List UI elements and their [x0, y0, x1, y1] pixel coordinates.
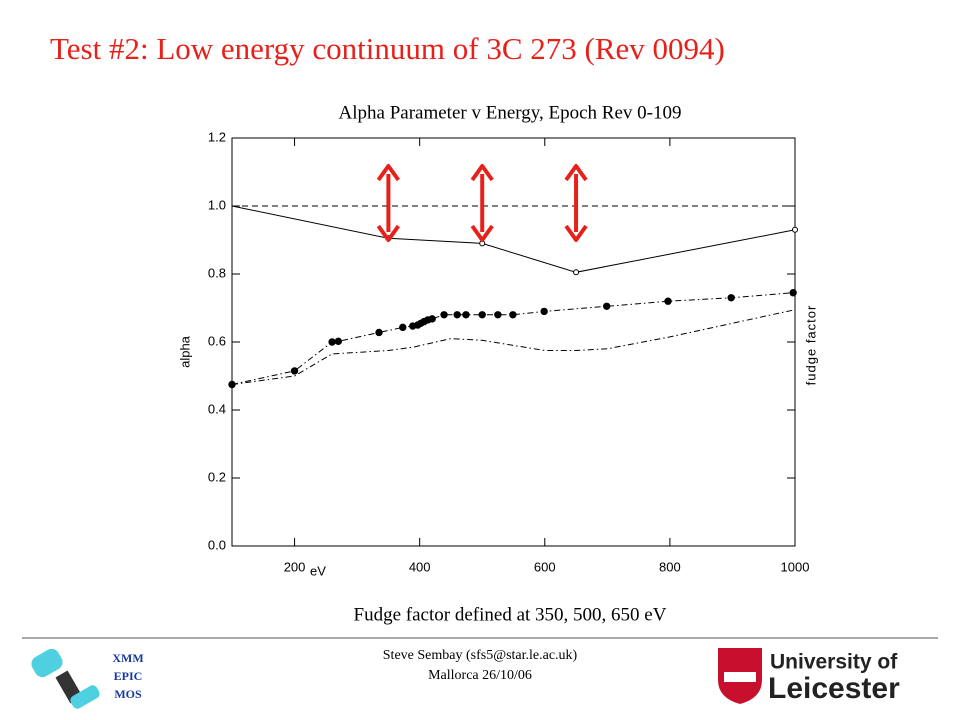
logo-text: EPIC [114, 669, 143, 683]
data-point [290, 367, 299, 375]
data-point [573, 269, 580, 276]
x-tick-label: 600 [534, 559, 556, 574]
logo-text: Leicester [768, 672, 900, 705]
data-point [478, 311, 486, 319]
x-tick-label: 200 [284, 559, 306, 574]
y-tick-label: 0.8 [208, 265, 226, 280]
slide-title: Test #2: Low energy continuum of 3C 273 … [50, 31, 725, 66]
y-tick-label: 1.2 [208, 129, 226, 144]
data-point [540, 307, 548, 316]
data-point [462, 311, 470, 319]
caption: Fudge factor defined at 350, 500, 650 eV [354, 604, 667, 625]
x-tick-label: 400 [409, 559, 431, 574]
x-axis-label: eV [310, 563, 326, 578]
logo-band [724, 672, 756, 682]
data-point [494, 311, 502, 319]
plot-frame [231, 137, 796, 547]
leicester-logo: University of Leicester [718, 648, 900, 705]
xmm-logo: XMM EPIC MOS [31, 648, 144, 709]
arrow-head [470, 164, 494, 182]
x-tick-label: 1000 [781, 559, 810, 574]
logo-text: XMM [112, 651, 143, 665]
data-point [664, 297, 672, 305]
arrow-head [564, 164, 588, 182]
arrow-head [376, 164, 401, 182]
arrow-head [470, 224, 494, 242]
data-point [792, 226, 798, 233]
y-tick-label: 1.0 [208, 197, 226, 212]
data-point [453, 311, 461, 319]
series-line [231, 292, 794, 385]
arrow-head [564, 224, 588, 242]
footer-place: Mallorca 26/10/06 [428, 668, 532, 683]
y-tick-label: 0.6 [208, 333, 226, 348]
y2-axis-label: fudge factor [803, 305, 818, 386]
data-point [440, 311, 448, 319]
y-tick-label: 0.0 [208, 537, 226, 552]
series-line [231, 205, 796, 273]
y-axis-label: alpha [177, 335, 192, 368]
logo-panel [70, 685, 100, 709]
data-point [334, 337, 343, 346]
data-point [328, 338, 336, 346]
chart-title: Alpha Parameter v Energy, Epoch Rev 0-10… [339, 102, 682, 123]
logo-text: University of [770, 651, 898, 674]
arrow-head [376, 224, 401, 242]
data-point [509, 311, 517, 319]
logo-text: MOS [114, 687, 142, 701]
data-point [727, 294, 735, 302]
data-point [428, 315, 436, 323]
series-line [231, 309, 796, 385]
y-tick-label: 0.4 [208, 401, 226, 416]
data-point [789, 289, 797, 297]
data-point [603, 302, 611, 310]
x-tick-label: 800 [659, 559, 681, 574]
data-point [375, 328, 383, 337]
data-point [399, 323, 407, 332]
footer-author: Steve Sembay (sfs5@star.le.ac.uk) [383, 648, 578, 663]
logo-panel [31, 648, 63, 678]
y-tick-label: 0.2 [208, 469, 226, 484]
